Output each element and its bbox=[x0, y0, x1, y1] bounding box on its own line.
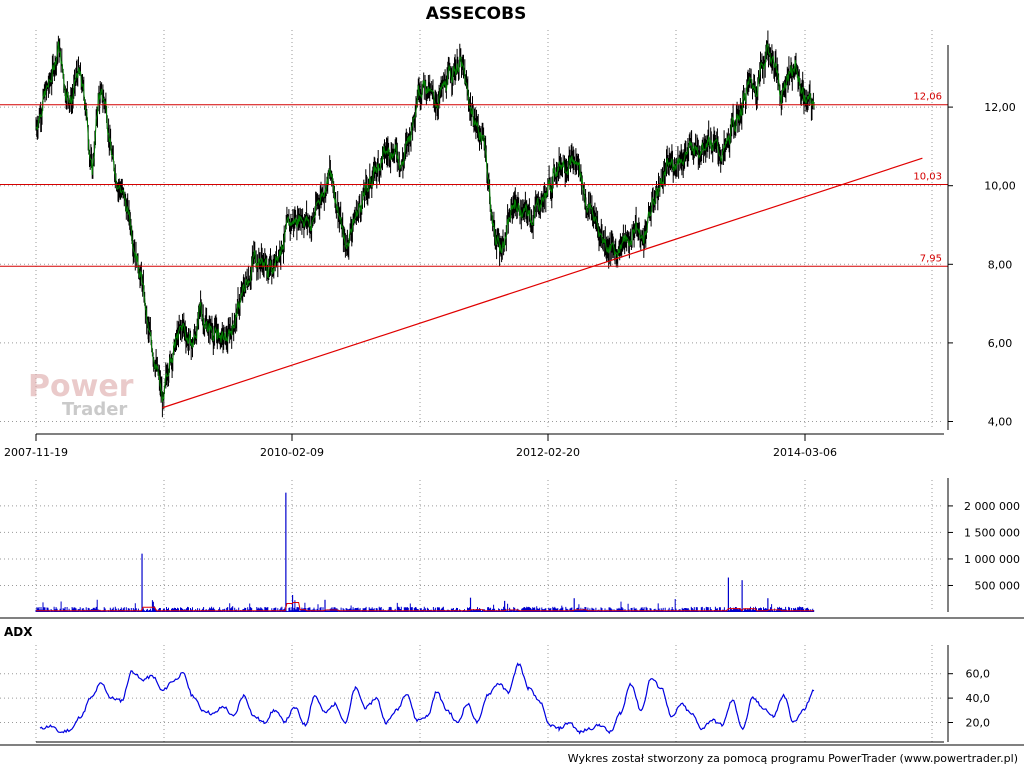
level-label: 7,95 bbox=[920, 253, 942, 264]
adx-panel bbox=[39, 662, 815, 735]
level-label: 12,06 bbox=[913, 92, 942, 103]
price-y-tick-label: 4,00 bbox=[988, 416, 1013, 429]
date-tick-label: 2014-03-06 bbox=[773, 446, 837, 459]
price-panel: 12,06 10,03 7,95 bbox=[0, 30, 948, 418]
date-tick-label: 2010-02-09 bbox=[260, 446, 324, 459]
adx-title: ADX bbox=[4, 625, 33, 639]
footer-credit: Wykres został stworzony za pomocą progra… bbox=[568, 752, 1018, 765]
adx-y-tick-label: 60,0 bbox=[966, 668, 991, 681]
watermark-line2: Trader bbox=[62, 399, 127, 420]
date-tick-label: 2007-11-19 bbox=[4, 446, 68, 459]
powertrader-watermark: Power Trader bbox=[28, 369, 134, 420]
chart-title: ASSECOBS bbox=[426, 4, 527, 24]
volume-y-tick-label: 500 000 bbox=[975, 579, 1021, 592]
adx-y-tick-label: 20,0 bbox=[966, 717, 991, 730]
price-y-tick-label: 10,00 bbox=[984, 180, 1016, 193]
price-close-line bbox=[35, 41, 815, 402]
date-tick-label: 2012-02-20 bbox=[516, 446, 580, 459]
volume-average-line bbox=[36, 602, 814, 612]
volume-panel bbox=[35, 492, 815, 612]
price-y-tick-label: 12,00 bbox=[984, 101, 1016, 114]
price-y-tick-label: 8,00 bbox=[988, 258, 1013, 271]
level-label: 10,03 bbox=[913, 172, 942, 183]
adx-y-tick-label: 40,0 bbox=[966, 692, 991, 705]
price-candles bbox=[35, 30, 815, 418]
price-y-tick-label: 6,00 bbox=[988, 337, 1013, 350]
volume-y-tick-label: 1 000 000 bbox=[964, 553, 1020, 566]
volume-bars bbox=[35, 599, 815, 612]
volume-y-tick-label: 2 000 000 bbox=[964, 500, 1020, 513]
chart-axes: 4,00 6,00 8,00 10,00 12,00 2007-11-19 2010-02-… bbox=[0, 45, 1024, 746]
volume-y-tick-label: 1 500 000 bbox=[964, 526, 1020, 539]
watermark-line1: Power bbox=[28, 369, 134, 404]
adx-line bbox=[39, 662, 815, 735]
trend-line bbox=[162, 157, 923, 409]
chart-grid bbox=[0, 30, 944, 742]
